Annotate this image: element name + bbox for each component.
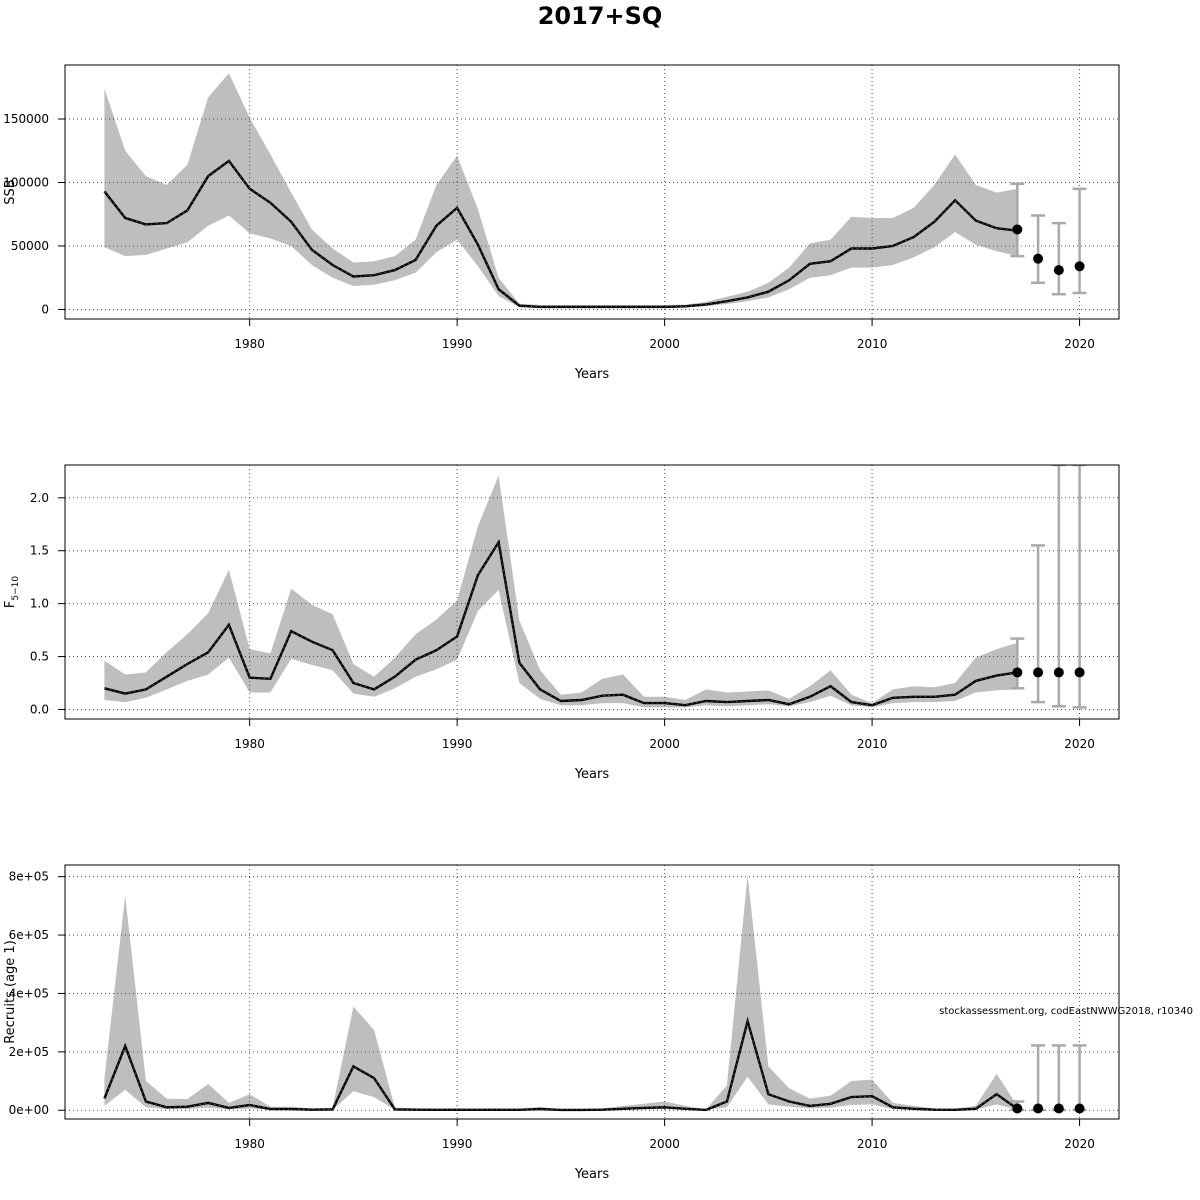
recruits-y-tick-label: 2e+05 <box>9 1045 49 1059</box>
ssb-forecast-point <box>1033 253 1044 264</box>
recruits-y-axis-label: Recruits (age 1) <box>3 940 18 1044</box>
credit-note: stockassessment.org, codEastNWWG2018, r1… <box>939 1006 1193 1017</box>
ssb-forecast-whiskers <box>1010 182 1087 296</box>
ssb-y-tick-label: 0 <box>41 302 49 316</box>
fbar-y-tick-label: 0.5 <box>30 650 49 664</box>
fbar-x-tick-label: 1990 <box>442 737 473 751</box>
recruits-x-tick-label: 2010 <box>857 1137 888 1151</box>
ssb-forecast-point <box>1012 224 1023 235</box>
recruits-plot-frame <box>64 864 1120 1120</box>
ssb-estimate-dash <box>104 160 1018 308</box>
ssb-x-tick-label: 2000 <box>649 337 680 351</box>
ssb-y-tick-label: 100000 <box>3 175 49 189</box>
ssb-x-tick-label: 1980 <box>234 337 265 351</box>
recruits-forecast-point <box>1033 1103 1044 1114</box>
recruits-x-tick-label: 1980 <box>234 1137 265 1151</box>
fbar-forecast-point <box>1012 667 1023 678</box>
fbar-plot-frame <box>64 464 1120 720</box>
fbar-forecast-point <box>1033 667 1044 678</box>
ssb-x-tick-label: 1990 <box>442 337 473 351</box>
recruits-x-tick-label: 1990 <box>442 1137 473 1151</box>
fbar-x-tick-label: 2010 <box>857 737 888 751</box>
recruits-estimate-dash <box>104 1019 1018 1111</box>
fbar-y-tick-label: 2.0 <box>30 491 49 505</box>
fbar-estimate-line <box>104 539 1018 707</box>
ssb-plot-frame <box>64 64 1120 320</box>
recruits-x-axis-label: Years <box>574 1167 610 1182</box>
fbar-panel: 1980 1990 2000 2010 2020 0.0 0.5 1.0 1.5 2.0 Years… <box>3 464 1120 782</box>
fbar-x-tick-label: 1980 <box>234 737 265 751</box>
fbar-x-axis-label: Years <box>574 767 610 782</box>
recruits-forecast-point <box>1053 1103 1064 1114</box>
ssb-y-tick-label: 50000 <box>11 239 49 253</box>
fbar-confidence-band <box>104 475 1018 708</box>
fbar-y-axis-label-sub: 5−10 <box>11 576 21 601</box>
recruits-x-tick-label: 2000 <box>649 1137 680 1151</box>
fbar-y-tick-label: 1.5 <box>30 544 49 558</box>
fbar-y-tick-label: 1.0 <box>30 597 49 611</box>
recruits-panel: 1980 1990 2000 2010 2020 0e+00 2e+05 4e+05 6e+05… <box>3 864 1120 1182</box>
ssb-confidence-band <box>104 73 1018 308</box>
recruits-forecast-point <box>1074 1103 1085 1114</box>
ssb-x-axis-label: Years <box>574 367 610 382</box>
recruits-x-tick-label: 2020 <box>1064 1137 1095 1151</box>
recruits-y-tick-label: 6e+05 <box>9 928 49 942</box>
fbar-forecast-point <box>1074 667 1085 678</box>
ssb-forecast-point <box>1074 261 1085 272</box>
fbar-y-axis-label: F5−10 <box>3 576 21 608</box>
recruits-forecast-point <box>1012 1103 1023 1114</box>
page-title: 2017+SQ <box>538 2 663 30</box>
recruits-y-tick-label: 4e+05 <box>9 986 49 1000</box>
fbar-y-tick-label: 0.0 <box>30 702 49 716</box>
recruits-y-tick-label: 0e+00 <box>9 1103 49 1117</box>
fbar-x-tick-label: 2000 <box>649 737 680 751</box>
fbar-x-tick-label: 2020 <box>1064 737 1095 751</box>
fbar-forecast-point <box>1053 667 1064 678</box>
panels: 1980 1990 2000 2010 2020 0 50000 100000 150000 Ye… <box>3 64 1120 1182</box>
fbar-y-axis-label-main: F <box>3 601 18 608</box>
recruits-y-tick-label: 8e+05 <box>9 870 49 884</box>
recruits-confidence-band <box>104 875 1018 1111</box>
recruits-forecast-whiskers <box>1010 1044 1087 1112</box>
ssb-x-tick-label: 2010 <box>857 337 888 351</box>
ssb-y-axis-label: SSB <box>3 179 18 204</box>
recruits-estimate-line <box>103 1016 1018 1112</box>
ssb-panel: 1980 1990 2000 2010 2020 0 50000 100000 150000 Ye… <box>3 64 1120 382</box>
ssb-y-tick-label: 150000 <box>3 112 49 126</box>
ssb-estimate-line <box>103 159 1018 309</box>
ssb-forecast-point <box>1053 265 1064 276</box>
ssb-x-tick-label: 2020 <box>1064 337 1095 351</box>
